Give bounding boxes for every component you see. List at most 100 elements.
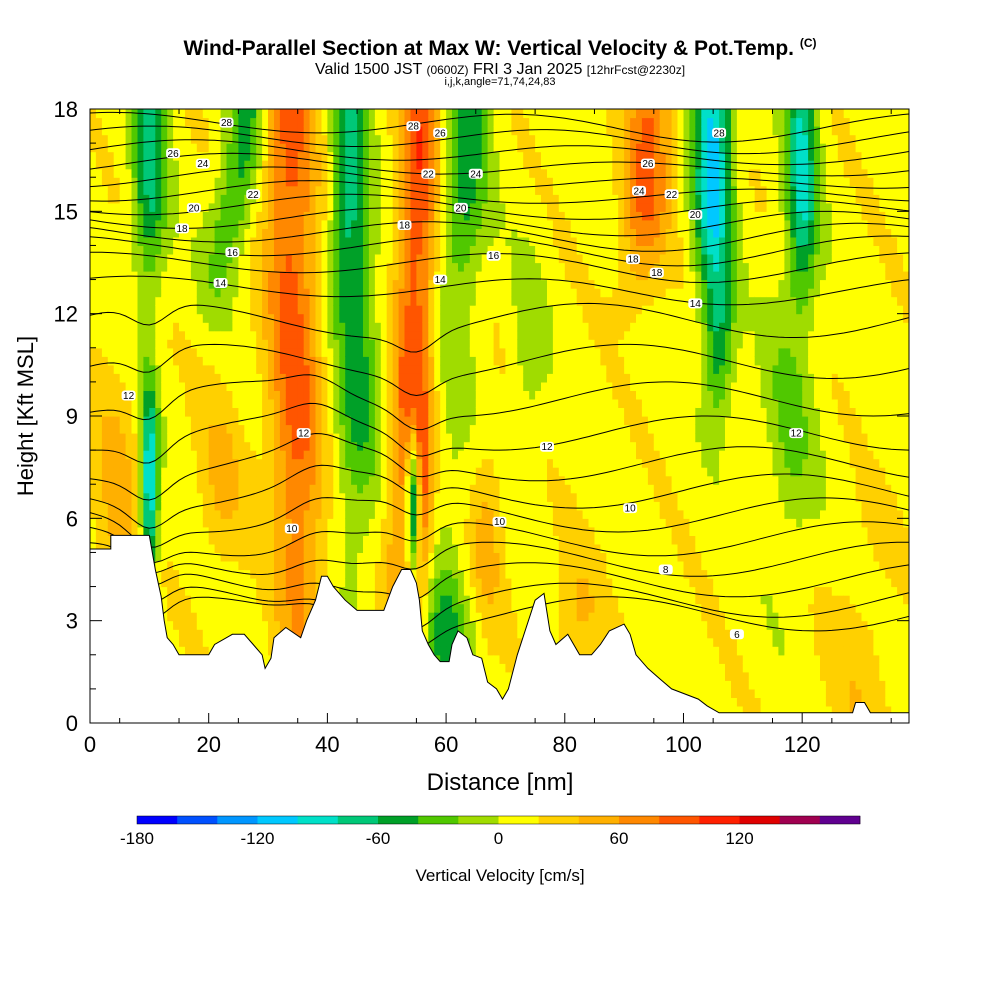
velocity-cell [309,390,317,400]
velocity-cell [101,288,109,298]
velocity-cell [90,228,97,238]
velocity-cell [303,228,311,238]
velocity-cell [380,509,388,519]
velocity-cell [487,450,495,460]
velocity-cell [256,254,263,264]
velocity-cell [256,330,263,340]
velocity-cell [262,595,269,605]
velocity-cell [149,194,156,204]
velocity-cell [220,364,228,374]
velocity-cell [404,254,411,264]
velocity-cell [452,347,459,357]
velocity-cell [374,313,382,323]
velocity-cell [297,236,305,246]
velocity-cell [238,433,245,443]
velocity-cell [374,339,382,349]
velocity-cell [90,143,97,153]
velocity-cell [291,271,299,281]
velocity-cell [386,194,394,204]
velocity-cell [303,134,311,144]
velocity-cell [487,433,495,443]
velocity-cell [410,526,417,536]
velocity-cell [422,407,429,417]
velocity-cell [452,535,459,545]
velocity-cell [167,271,174,281]
velocity-cell [95,126,103,136]
velocity-cell [220,543,228,553]
velocity-cell [374,492,382,502]
velocity-cell [256,356,263,366]
velocity-cell [90,194,97,204]
velocity-cell [185,492,192,502]
velocity-cell [380,595,388,605]
velocity-cell [268,143,275,153]
velocity-cell [392,330,400,340]
velocity-cell [208,109,216,119]
velocity-cell [398,330,406,340]
velocity-cell [309,279,317,289]
velocity-cell [321,416,328,426]
velocity-cell [256,543,263,553]
velocity-cell [368,552,376,562]
velocity-cell [434,416,441,426]
velocity-cell [339,339,346,349]
velocity-cell [487,407,495,417]
velocity-cell [161,245,168,255]
velocity-cell [351,433,358,443]
velocity-cell [422,509,429,519]
chart-title-text: Wind-Parallel Section at Max W: Vertical… [183,37,794,60]
velocity-cell [327,509,334,519]
velocity-cell [398,117,406,127]
velocity-cell [238,109,245,119]
velocity-cell [185,279,192,289]
velocity-cell [297,390,305,400]
velocity-cell [250,578,257,588]
velocity-cell [368,288,376,298]
velocity-cell [321,569,328,579]
velocity-cell [463,339,471,349]
velocity-cell [232,416,239,426]
velocity-cell [238,339,245,349]
velocity-cell [392,441,400,451]
velocity-cell [119,381,127,391]
velocity-cell [363,296,370,306]
velocity-cell [333,373,340,383]
velocity-cell [274,407,281,417]
velocity-cell [226,569,233,579]
velocity-cell [262,654,269,664]
velocity-cell [386,126,394,136]
velocity-cell [238,168,245,178]
velocity-cell [244,475,251,485]
velocity-cell [119,322,127,332]
velocity-cell [463,629,471,639]
velocity-cell [185,168,192,178]
velocity-cell [446,288,453,298]
velocity-cell [458,177,465,187]
velocity-cell [452,612,459,622]
velocity-cell [167,416,174,426]
velocity-cell [428,271,435,281]
velocity-cell [404,492,411,502]
velocity-cell [446,518,453,528]
velocity-cell [321,552,328,562]
velocity-cell [333,202,340,212]
velocity-cell [386,228,394,238]
velocity-cell [220,271,228,281]
velocity-cell [416,126,423,136]
velocity-cell [291,552,299,562]
velocity-cell [285,416,293,426]
velocity-cell [386,364,394,374]
velocity-cell [452,475,459,485]
velocity-cell [208,561,216,571]
velocity-cell [416,475,423,485]
velocity-cell [208,194,216,204]
velocity-cell [149,373,156,383]
velocity-cell [469,458,477,468]
velocity-cell [339,245,346,255]
velocity-cell [131,134,138,144]
velocity-cell [190,475,198,485]
velocity-cell [232,211,239,221]
velocity-cell [173,518,180,528]
velocity-cell [363,535,370,545]
velocity-cell [303,450,311,460]
